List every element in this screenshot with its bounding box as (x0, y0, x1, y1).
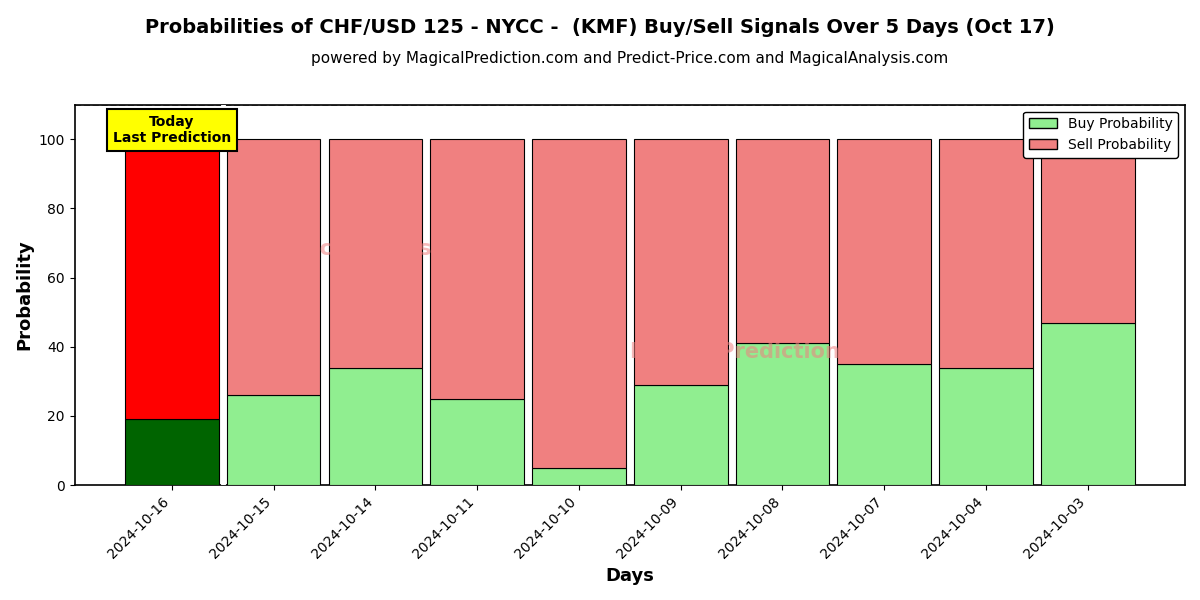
Legend: Buy Probability, Sell Probability: Buy Probability, Sell Probability (1024, 112, 1178, 158)
Bar (634, 139, 727, 385)
Bar (634, 385, 727, 485)
Bar (1040, 139, 1134, 323)
Text: MagicalAnalysis.com: MagicalAnalysis.com (263, 239, 508, 259)
Bar (227, 139, 320, 395)
Bar (736, 139, 829, 343)
Y-axis label: Probability: Probability (16, 239, 34, 350)
Bar (431, 398, 524, 485)
Bar (329, 139, 422, 368)
Bar (227, 395, 320, 485)
Bar (532, 468, 625, 485)
Text: MagicalPrediction.com: MagicalPrediction.com (630, 342, 896, 362)
Text: Probabilities of CHF/USD 125 - NYCC -  (KMF) Buy/Sell Signals Over 5 Days (Oct 1: Probabilities of CHF/USD 125 - NYCC - (K… (145, 18, 1055, 37)
Bar (736, 343, 829, 485)
Bar (431, 139, 524, 398)
Bar (1040, 323, 1134, 485)
Text: Today
Last Prediction: Today Last Prediction (113, 115, 232, 145)
Bar (838, 139, 931, 364)
Bar (532, 139, 625, 468)
Bar (125, 139, 218, 419)
Bar (940, 139, 1033, 368)
Bar (940, 368, 1033, 485)
Bar (838, 364, 931, 485)
Bar (125, 419, 218, 485)
Bar (329, 368, 422, 485)
X-axis label: Days: Days (605, 567, 654, 585)
Title: powered by MagicalPrediction.com and Predict-Price.com and MagicalAnalysis.com: powered by MagicalPrediction.com and Pre… (311, 51, 948, 66)
